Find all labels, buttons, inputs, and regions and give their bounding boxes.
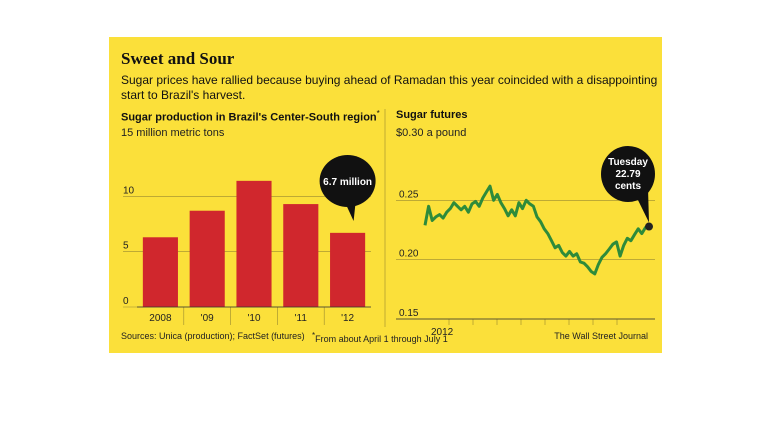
bar-x-tick-label: '09 (201, 313, 214, 324)
bar-callout-text: 6.7 million (323, 177, 372, 188)
bar (283, 204, 319, 307)
bar (330, 232, 366, 307)
bar-panel-title-mark: * (376, 109, 380, 118)
futures-series-line (423, 184, 650, 276)
bar-x-tick-label: 2008 (149, 313, 172, 324)
line-callout-text: Tuesday (608, 157, 648, 168)
bar-unit-label: 15 million metric tons (121, 127, 225, 139)
chart-title: Sweet and Sour (121, 49, 235, 68)
futures-last-point (645, 222, 653, 231)
footnote: *From about April 1 through July 1 (312, 331, 448, 344)
charts-svg: 0 5 10 2008 '09 '10 '11 '12 6.7 million 0.15 0.20 0… (123, 109, 655, 338)
chart-subtitle: Sugar prices have rallied because buying… (121, 73, 658, 102)
footnote-mark: * (312, 331, 316, 340)
bar-callout-bubble (319, 155, 376, 207)
line-y-tick-label: 0.25 (399, 189, 419, 200)
bar-panel-title: Sugar production in Brazil's Center-Sout… (121, 109, 380, 124)
line-callout-text: cents (615, 181, 642, 192)
bar-x-tick-label: '11 (295, 313, 308, 324)
line-y-tick-label: 0.15 (399, 308, 419, 319)
bar (142, 237, 178, 307)
footnote-text: From about April 1 through July 1 (315, 334, 448, 344)
line-x-tick-label: 2012 (431, 327, 454, 338)
credit-note: The Wall Street Journal (554, 331, 648, 341)
line-unit-label: $0.30 a pound (396, 127, 467, 139)
bar (189, 210, 225, 307)
sources-note: Sources: Unica (production); FactSet (fu… (121, 331, 305, 341)
line-panel-title: Sugar futures (396, 109, 468, 121)
line-callout-text: 22.79 (615, 169, 640, 180)
bar-x-tick-label: '12 (341, 313, 354, 324)
bar-x-tick-label: '10 (247, 313, 260, 324)
bar-panel-title-text: Sugar production in Brazil's Center-Sout… (121, 111, 377, 124)
bar (236, 180, 272, 307)
bar-y-tick-label: 0 (123, 296, 129, 307)
bar-y-tick-label: 5 (123, 241, 129, 252)
line-callout-bubble (601, 146, 655, 202)
line-y-tick-label: 0.20 (399, 249, 419, 260)
bar-y-tick-label: 10 (123, 185, 135, 196)
chart-card: Sweet and Sour Sugar prices have rallied… (109, 37, 662, 353)
